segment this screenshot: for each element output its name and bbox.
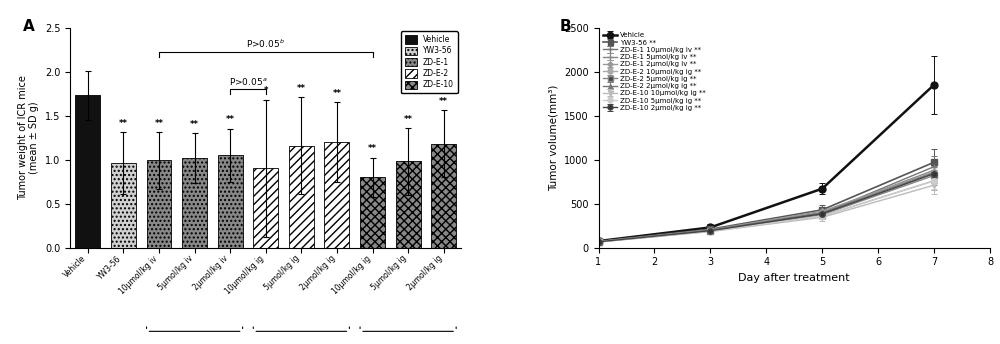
Text: **: ** — [404, 115, 413, 123]
Bar — [147, 161, 171, 248]
Y-axis label: Tumor volume(mm³): Tumor volume(mm³) — [548, 84, 558, 191]
Text: **: ** — [297, 84, 306, 93]
Legend: Vehicle, YW3-56 **, ZD-E-1 10μmol/kg iv **, ZD-E-1 5μmol/kg iv **, ZD-E-1 2μmol/: Vehicle, YW3-56 **, ZD-E-1 10μmol/kg iv … — [602, 31, 707, 112]
Text: **: ** — [190, 120, 199, 129]
Text: **: ** — [154, 119, 163, 128]
X-axis label: Day after treatment: Day after treatment — [738, 273, 850, 283]
Y-axis label: Tumor weight of ICR mice
(mean ± SD g): Tumor weight of ICR mice (mean ± SD g) — [18, 75, 39, 200]
Bar — [253, 169, 278, 248]
Text: P>0.05$^b$: P>0.05$^b$ — [246, 38, 285, 51]
Bar — [218, 155, 243, 248]
Text: **: ** — [368, 144, 377, 153]
Text: **: ** — [439, 97, 448, 106]
Text: **: ** — [119, 119, 128, 128]
Legend: Vehicle, YW3-56, ZD-E-1, ZD-E-2, ZD-E-10: Vehicle, YW3-56, ZD-E-1, ZD-E-2, ZD-E-10 — [401, 31, 458, 93]
Bar — [431, 144, 456, 248]
Bar — [396, 161, 421, 248]
Text: B: B — [559, 19, 571, 34]
Text: A: A — [23, 19, 35, 34]
Bar — [111, 163, 136, 248]
Text: P>0.05$^a$: P>0.05$^a$ — [229, 76, 267, 87]
Bar — [75, 95, 100, 248]
Text: **: ** — [226, 115, 235, 125]
Bar — [182, 158, 207, 248]
Text: *: * — [263, 86, 268, 95]
Text: **: ** — [332, 89, 341, 98]
Bar — [289, 146, 314, 248]
Bar — [360, 177, 385, 248]
Bar — [324, 142, 349, 248]
